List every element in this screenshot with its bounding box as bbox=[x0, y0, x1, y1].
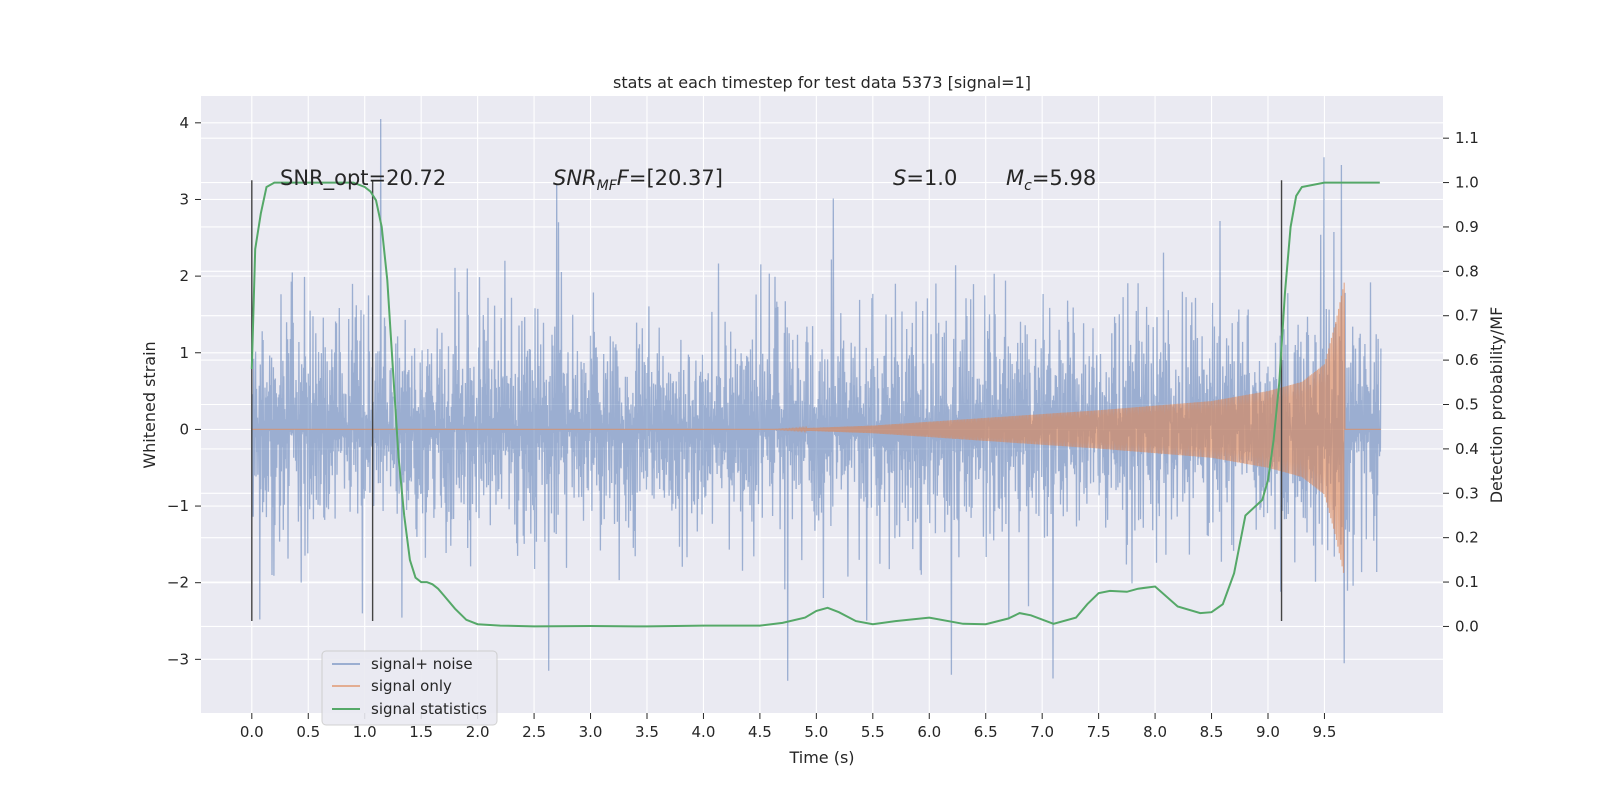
x-tick-label: 8.0 bbox=[1143, 723, 1167, 741]
x-tick-label: 3.0 bbox=[579, 723, 603, 741]
y-right-tick-label: 0.0 bbox=[1455, 617, 1479, 635]
signal-statistics-line bbox=[250, 181, 1380, 628]
y-right-tick-label: 1.1 bbox=[1455, 129, 1479, 147]
y-right-tick-label: 0.3 bbox=[1455, 484, 1479, 502]
annotation-mc: Mc=5.98 bbox=[1006, 166, 1096, 194]
annotation-snr-mf-prefix: SNR bbox=[553, 166, 597, 190]
x-tick-label: 2.0 bbox=[466, 723, 490, 741]
signal-noise-series bbox=[251, 118, 1382, 681]
x-tick-label: 0.0 bbox=[240, 723, 264, 741]
y-right-tick-label: 0.6 bbox=[1455, 351, 1479, 369]
y-left-tick-label: 4 bbox=[179, 114, 189, 132]
chart-title: stats at each timestep for test data 537… bbox=[613, 73, 1031, 92]
x-tick-label: 7.0 bbox=[1030, 723, 1054, 741]
y-right-tick-label: 0.7 bbox=[1455, 307, 1479, 325]
x-tick-label: 6.0 bbox=[917, 723, 941, 741]
x-tick-label: 1.5 bbox=[409, 723, 433, 741]
y-axis-right-label: Detection probability/MF bbox=[1487, 307, 1506, 504]
x-tick-label: 7.5 bbox=[1087, 723, 1111, 741]
y-axis-right-ticks: 1.1 1.0 0.9 0.8 0.7 0.6 0.5 0.4 0.3 0.2 0.1 0.0 bbox=[1443, 129, 1479, 635]
y-axis-left-ticks: 4 3 2 1 0 −1 −2 −3 bbox=[167, 114, 201, 668]
annotation-s-prefix: S bbox=[893, 166, 906, 190]
y-right-tick-label: 0.4 bbox=[1455, 440, 1479, 458]
signal-only-series bbox=[251, 282, 1381, 573]
legend-label-noise: signal+ noise bbox=[371, 655, 473, 673]
y-right-tick-label: 0.2 bbox=[1455, 529, 1479, 547]
annotation-snr-mf: SNRMFF=[20.37] bbox=[553, 166, 723, 194]
x-axis-ticks: 0.0 0.5 1.0 1.5 2.0 2.5 3.0 3.5 4.0 4.5 5.0 5.5 6.0 6… bbox=[240, 713, 1336, 741]
x-tick-label: 4.0 bbox=[692, 723, 716, 741]
x-tick-label: 9.0 bbox=[1256, 723, 1280, 741]
y-left-tick-label: 1 bbox=[179, 344, 189, 362]
y-left-tick-label: 3 bbox=[179, 190, 189, 208]
x-tick-label: 5.5 bbox=[861, 723, 885, 741]
x-tick-label: 1.0 bbox=[353, 723, 377, 741]
x-tick-label: 3.5 bbox=[635, 723, 659, 741]
annotation-snr-mf-sub: MF bbox=[597, 178, 618, 194]
legend-box bbox=[321, 650, 498, 726]
annotation-mc-prefix: M bbox=[1006, 166, 1024, 190]
x-tick-label: 2.5 bbox=[522, 723, 546, 741]
legend-label-signal: signal only bbox=[371, 677, 452, 695]
annotation-mc-suffix: =5.98 bbox=[1032, 166, 1096, 190]
annotation-snr-opt: SNR_opt=20.72 bbox=[280, 166, 446, 191]
legend: signal+ noise signal only signal statist… bbox=[321, 650, 498, 726]
y-left-tick-label: 2 bbox=[179, 267, 189, 285]
y-axis-left-label: Whitened strain bbox=[140, 341, 159, 468]
x-tick-label: 6.5 bbox=[974, 723, 998, 741]
x-axis-label: Time (s) bbox=[788, 748, 854, 767]
annotation-snr-mf-suffix: =[20.37] bbox=[629, 166, 723, 190]
y-right-tick-label: 0.8 bbox=[1455, 262, 1479, 280]
y-right-tick-label: 0.5 bbox=[1455, 396, 1479, 414]
y-left-tick-label: −2 bbox=[167, 574, 189, 592]
x-tick-label: 9.5 bbox=[1313, 723, 1337, 741]
annotation-s-suffix: =1.0 bbox=[906, 166, 957, 190]
signal-trace bbox=[251, 282, 1381, 573]
annotation-mc-sub: c bbox=[1024, 178, 1032, 194]
annotation-snr-mf-f: F bbox=[617, 166, 630, 190]
y-right-tick-label: 0.1 bbox=[1455, 573, 1479, 591]
x-tick-label: 4.5 bbox=[748, 723, 772, 741]
annotation-s: S=1.0 bbox=[893, 166, 957, 190]
x-tick-label: 8.5 bbox=[1200, 723, 1224, 741]
legend-label-stats: signal statistics bbox=[371, 700, 487, 718]
y-right-tick-label: 1.0 bbox=[1455, 174, 1479, 192]
y-left-tick-label: −3 bbox=[167, 650, 189, 668]
vertical-markers bbox=[251, 180, 1283, 622]
y-left-tick-label: 0 bbox=[179, 420, 189, 438]
noise-trace bbox=[251, 118, 1382, 681]
y-right-tick-label: 0.9 bbox=[1455, 218, 1479, 236]
y-left-tick-label: −1 bbox=[167, 497, 189, 515]
x-tick-label: 5.0 bbox=[804, 723, 828, 741]
x-tick-label: 0.5 bbox=[296, 723, 320, 741]
